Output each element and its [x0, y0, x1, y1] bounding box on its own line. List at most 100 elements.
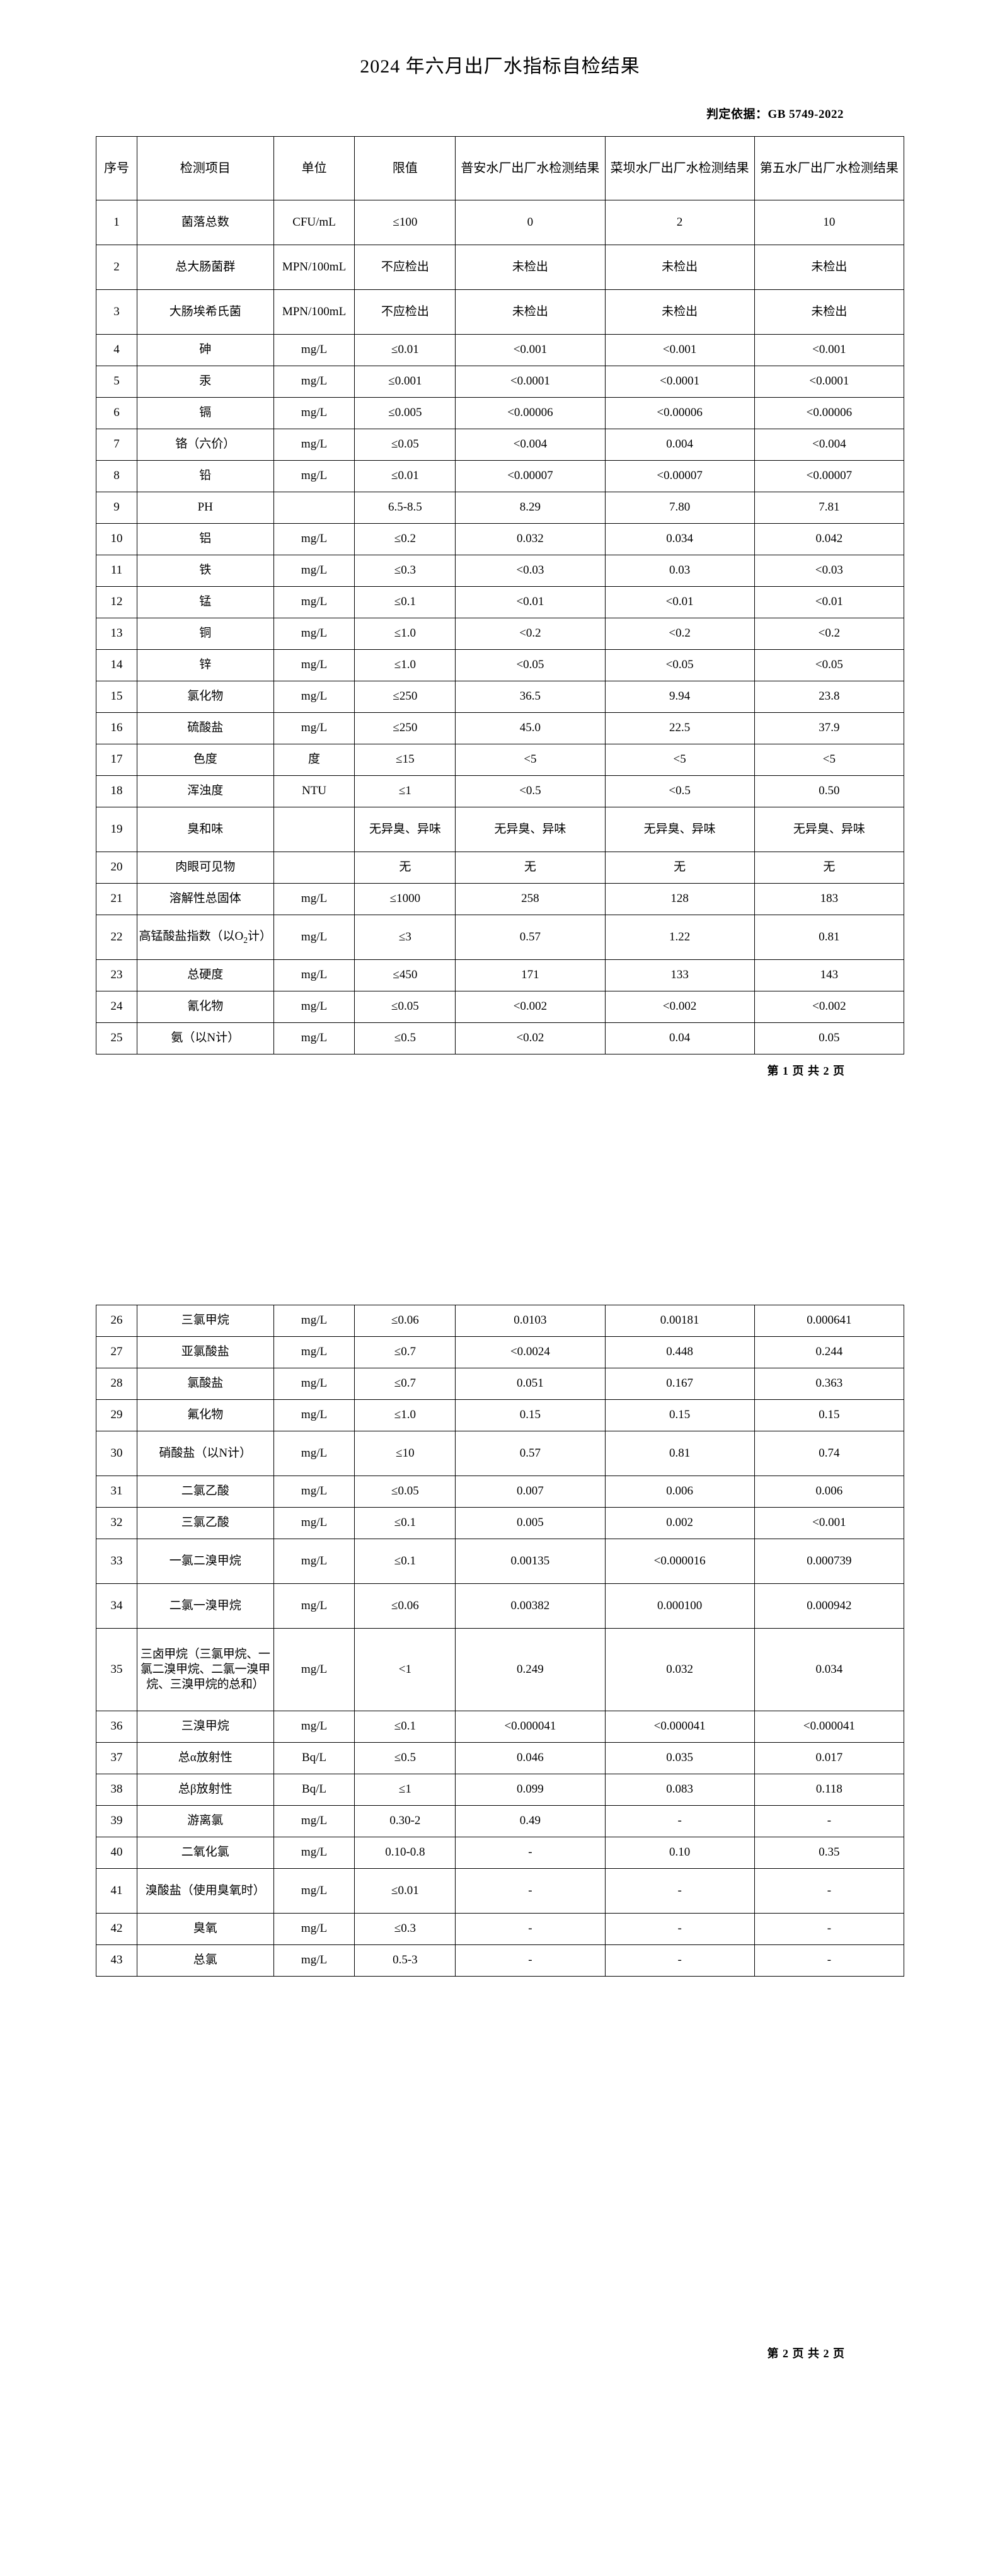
cell-result-plant2: <0.5 [604, 775, 755, 807]
cell-limit-value: <1 [354, 1628, 456, 1711]
table-row: 6 镉 mg/L ≤0.005 <0.00006 <0.00006 <0.00006 [96, 397, 905, 429]
cell-unit: mg/L [273, 1837, 355, 1869]
cell-limit-value: ≤100 [354, 200, 456, 245]
column-header-plant1: 普安水厂出厂水检测结果 [455, 136, 606, 200]
cell-limit-value: ≤0.1 [354, 1711, 456, 1743]
cell-item-name: 铝 [136, 523, 274, 555]
table-row: 23 总硬度 mg/L ≤450 171 133 143 [96, 959, 905, 991]
cell-result-plant1: 0.005 [455, 1507, 606, 1539]
cell-index: 41 [96, 1868, 137, 1914]
cell-index: 31 [96, 1476, 137, 1508]
cell-index: 9 [96, 492, 137, 524]
cell-limit-value: ≤1 [354, 775, 456, 807]
cell-result-plant2: <0.2 [604, 618, 755, 650]
cell-result-plant3: 0.50 [754, 775, 905, 807]
table-row: 35 三卤甲烷（三氯甲烷、一氯二溴甲烷、二氯一溴甲烷、三溴甲烷的总和） mg/L <1… [96, 1628, 905, 1711]
cell-result-plant3: 183 [754, 883, 905, 915]
cell-result-plant2: 1.22 [604, 915, 755, 960]
cell-result-plant1: <0.0001 [455, 366, 606, 398]
cell-index: 5 [96, 366, 137, 398]
table-row: 9 PH 6.5-8.5 8.29 7.80 7.81 [96, 492, 905, 524]
cell-limit-value: ≤0.5 [354, 1022, 456, 1054]
cell-index: 39 [96, 1805, 137, 1837]
cell-result-plant2: <0.05 [604, 649, 755, 681]
cell-result-plant1: - [455, 1913, 606, 1945]
cell-item-name: 三溴甲烷 [136, 1711, 274, 1743]
cell-item-name: 一氯二溴甲烷 [136, 1539, 274, 1584]
cell-result-plant2: <0.00006 [604, 397, 755, 429]
cell-unit: mg/L [273, 1368, 355, 1400]
cell-item-name: PH [136, 492, 274, 524]
cell-unit [273, 852, 355, 884]
cell-result-plant3: <0.03 [754, 555, 905, 587]
cell-result-plant3: <0.004 [754, 429, 905, 461]
table-row: 26 三氯甲烷 mg/L ≤0.06 0.0103 0.00181 0.000641 [96, 1305, 905, 1337]
cell-unit: MPN/100mL [273, 245, 355, 290]
cell-result-plant1: 258 [455, 883, 606, 915]
page-title: 2024 年六月出厂水指标自检结果 [360, 56, 640, 77]
table-header-row: 序号 检测项目 单位 限值 普安水厂出厂水检测结果 菜坝水厂出厂水检测结果 第五… [96, 136, 905, 200]
cell-limit-value: ≤1.0 [354, 1399, 456, 1431]
cell-result-plant2: 未检出 [604, 289, 755, 335]
cell-item-name: 三氯乙酸 [136, 1507, 274, 1539]
cell-result-plant3: 143 [754, 959, 905, 991]
cell-index: 28 [96, 1368, 137, 1400]
cell-result-plant1: <5 [455, 744, 606, 776]
cell-item-name: 高锰酸盐指数（以O2计） [136, 915, 274, 960]
cell-unit: mg/L [273, 334, 355, 366]
cell-result-plant3: 23.8 [754, 681, 905, 713]
cell-result-plant3: <0.001 [754, 334, 905, 366]
cell-result-plant3: 无 [754, 852, 905, 884]
cell-unit: CFU/mL [273, 200, 355, 245]
cell-result-plant1: 171 [455, 959, 606, 991]
cell-index: 36 [96, 1711, 137, 1743]
cell-unit: mg/L [273, 1476, 355, 1508]
cell-result-plant1: 未检出 [455, 245, 606, 290]
table-row: 29 氟化物 mg/L ≤1.0 0.15 0.15 0.15 [96, 1399, 905, 1431]
cell-unit: mg/L [273, 1711, 355, 1743]
cell-result-plant3: 0.35 [754, 1837, 905, 1869]
cell-index: 29 [96, 1399, 137, 1431]
cell-result-plant2: <5 [604, 744, 755, 776]
cell-limit-value: ≤10 [354, 1431, 456, 1476]
cell-index: 14 [96, 649, 137, 681]
cell-unit: mg/L [273, 1868, 355, 1914]
cell-unit: mg/L [273, 1628, 355, 1711]
cell-limit-value: ≤0.7 [354, 1336, 456, 1368]
cell-result-plant3: 0.000641 [754, 1305, 905, 1337]
cell-result-plant3: 0.042 [754, 523, 905, 555]
cell-item-name: 亚氯酸盐 [136, 1336, 274, 1368]
cell-item-name: 锌 [136, 649, 274, 681]
cell-item-name: 氰化物 [136, 991, 274, 1023]
cell-result-plant3: <0.002 [754, 991, 905, 1023]
cell-result-plant1: 0 [455, 200, 606, 245]
cell-result-plant3: 0.05 [754, 1022, 905, 1054]
cell-unit [273, 807, 355, 852]
cell-result-plant3: <0.05 [754, 649, 905, 681]
cell-result-plant2: 0.000100 [604, 1583, 755, 1629]
cell-index: 38 [96, 1774, 137, 1806]
table-row: 37 总α放射性 Bq/L ≤0.5 0.046 0.035 0.017 [96, 1742, 905, 1774]
cell-item-name: 二氧化氯 [136, 1837, 274, 1869]
cell-item-name: 砷 [136, 334, 274, 366]
cell-result-plant3: 0.000942 [754, 1583, 905, 1629]
cell-result-plant1: <0.004 [455, 429, 606, 461]
cell-item-name: 三氯甲烷 [136, 1305, 274, 1337]
cell-result-plant3: 0.034 [754, 1628, 905, 1711]
cell-result-plant2: 0.006 [604, 1476, 755, 1508]
cell-limit-value: 不应检出 [354, 289, 456, 335]
cell-result-plant3: 37.9 [754, 712, 905, 744]
cell-result-plant1: <0.05 [455, 649, 606, 681]
cell-unit: mg/L [273, 1944, 355, 1977]
cell-index: 42 [96, 1913, 137, 1945]
cell-unit: mg/L [273, 397, 355, 429]
cell-limit-value: ≤0.3 [354, 1913, 456, 1945]
cell-result-plant3: - [754, 1913, 905, 1945]
cell-result-plant2: 0.004 [604, 429, 755, 461]
cell-index: 18 [96, 775, 137, 807]
cell-result-plant2: 0.448 [604, 1336, 755, 1368]
cell-item-name: 氯酸盐 [136, 1368, 274, 1400]
table-row: 32 三氯乙酸 mg/L ≤0.1 0.005 0.002 <0.001 [96, 1507, 905, 1539]
page-1: 2024 年六月出厂水指标自检结果 判定依据：GB 5749-2022 序号 检… [96, 56, 905, 1077]
table-row: 14 锌 mg/L ≤1.0 <0.05 <0.05 <0.05 [96, 649, 905, 681]
